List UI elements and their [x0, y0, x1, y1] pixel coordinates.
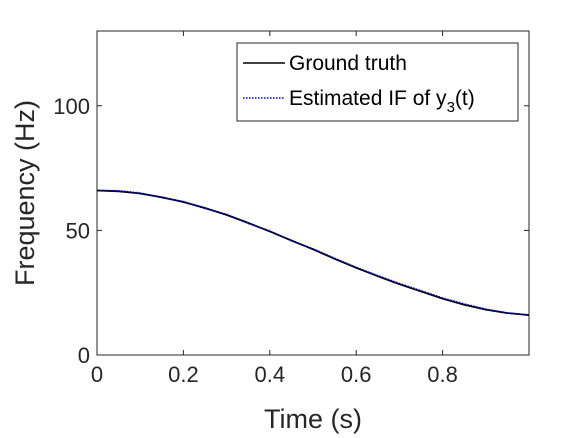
legend-label-estimated-if-sub: 3 — [447, 99, 455, 116]
x-tick-label: 0.6 — [341, 362, 372, 387]
legend-label-estimated-if: Estimated IF of y3(t) — [289, 87, 475, 116]
x-tick-label: 0.2 — [168, 362, 199, 387]
legend-box — [236, 42, 519, 122]
legend-label-estimated-if-suffix: (t) — [455, 87, 475, 110]
legend-label-ground-truth: Ground truth — [289, 52, 407, 75]
x-axis-label: Time (s) — [264, 404, 362, 434]
x-tick-label: 0 — [91, 362, 103, 387]
series-layer — [96, 189, 530, 316]
ticks: 0 0.2 0.4 0.6 0.8 0 50 100 — [53, 31, 529, 387]
x-tick-label: 0.8 — [427, 362, 458, 387]
y-tick-label: 50 — [66, 218, 90, 243]
y-tick-label: 100 — [53, 94, 90, 119]
legend: Ground truth Estimated IF of y3(t) — [236, 42, 519, 122]
series-line-estimated-if — [96, 189, 530, 316]
y-axis-label: Frequency (Hz) — [10, 100, 40, 286]
y-tick-label: 0 — [78, 343, 90, 368]
x-tick-label: 0.4 — [255, 362, 286, 387]
legend-label-estimated-if-main: Estimated IF of y — [289, 87, 447, 110]
